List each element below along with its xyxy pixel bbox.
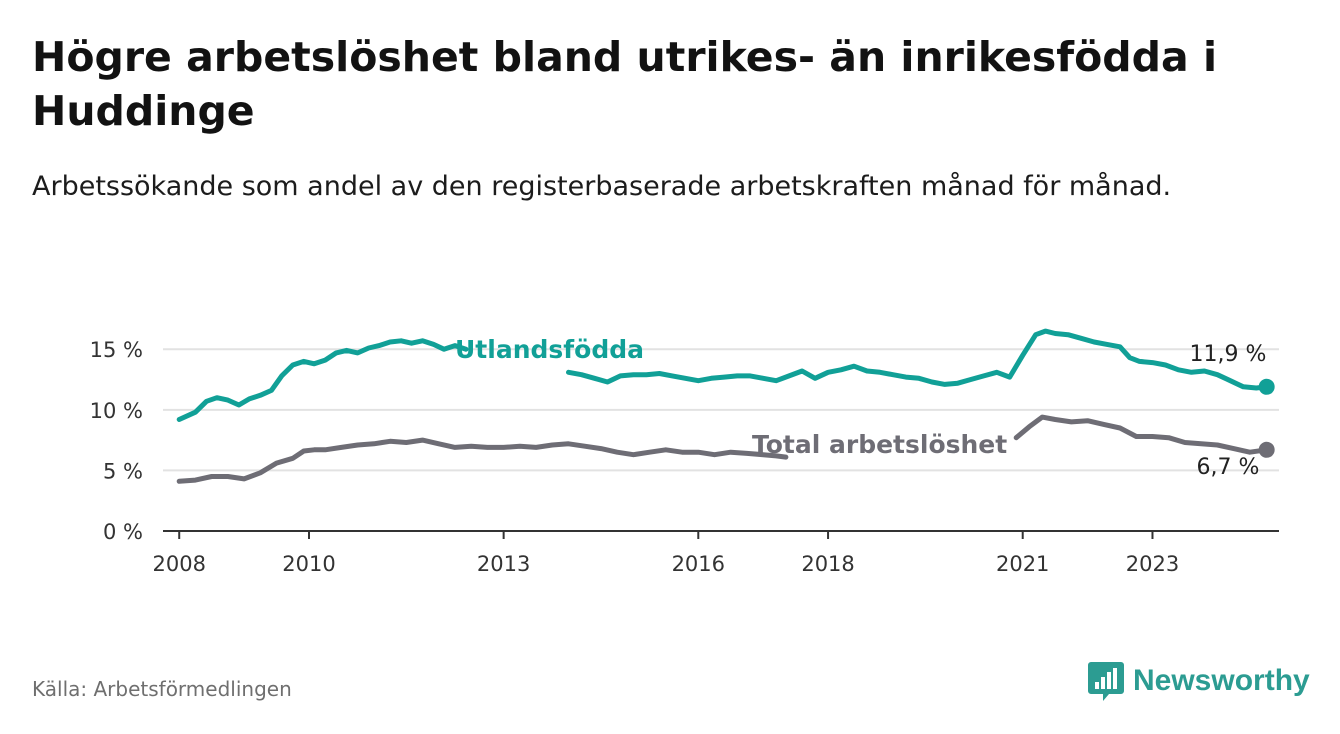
y-tick-label: 5 % <box>103 459 143 483</box>
y-tick-label: 10 % <box>90 399 143 423</box>
brand-logo: Newsworthy <box>1087 660 1310 702</box>
newsworthy-icon <box>1088 662 1124 701</box>
end-value-label-total: 6,7 % <box>1197 455 1260 480</box>
y-tick-label: 15 % <box>90 338 143 362</box>
end-point-total <box>1258 441 1275 458</box>
x-tick-label: 2010 <box>282 552 335 576</box>
x-tick-label: 2021 <box>996 552 1049 576</box>
series-line-foreign <box>176 328 1270 422</box>
source-note: Källa: Arbetsförmedlingen <box>32 677 292 701</box>
chart-title: Högre arbetslöshet bland utrikes- än inr… <box>32 33 1217 135</box>
series-label-total: Total arbetslöshet <box>752 430 1007 459</box>
y-tick-label: 0 % <box>103 520 143 544</box>
series-label-foreign: Utlandsfödda <box>455 335 644 364</box>
line-chart: 0 % 5 % 10 % 15 % 2008 2010 2013 2016 2018 2021 20… <box>90 328 1279 576</box>
end-value-label-foreign: 11,9 % <box>1190 342 1267 367</box>
x-tick-label: 2018 <box>801 552 854 576</box>
x-tick-label: 2008 <box>152 552 205 576</box>
x-tick-label: 2023 <box>1126 552 1179 576</box>
end-point-foreign <box>1258 378 1275 395</box>
series-line-total <box>176 414 1270 484</box>
brand-name: Newsworthy <box>1133 664 1310 697</box>
x-tick-label: 2013 <box>477 552 530 576</box>
x-tick-label: 2016 <box>672 552 725 576</box>
chart-subtitle: Arbetssökande som andel av den registerb… <box>32 171 1172 202</box>
